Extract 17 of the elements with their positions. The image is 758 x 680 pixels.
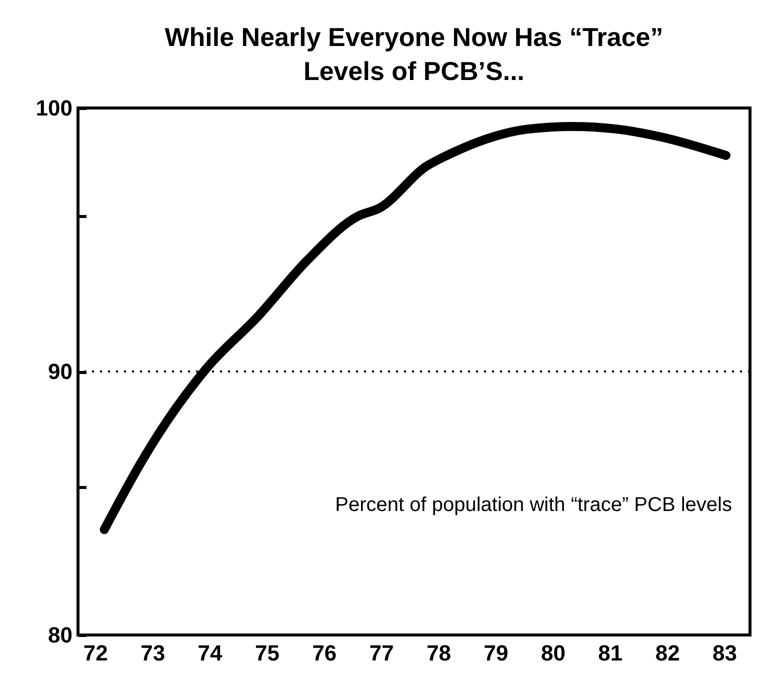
x-tick-label: 80 — [540, 640, 566, 666]
y-tick-label: 100 — [36, 96, 72, 120]
x-tick-label: 75 — [254, 640, 280, 666]
annotation: Percent of population with “trace” PCB levels — [335, 494, 732, 516]
x-tick-label: 79 — [484, 640, 508, 666]
y-tick-label: 90 — [48, 359, 72, 384]
x-tick-label: 72 — [83, 640, 108, 666]
x-tick-label: 74 — [198, 640, 224, 666]
x-tick-label: 78 — [426, 640, 452, 666]
x-tick-label: 81 — [598, 640, 623, 666]
x-tick-label: 83 — [712, 640, 738, 666]
x-tick-label: 82 — [655, 640, 680, 666]
chart-title: While Nearly Everyone Now Has “Trace” Levels of PCB’S... — [164, 22, 664, 86]
x-tick-label: 73 — [140, 640, 166, 666]
y-tick-label: 80 — [48, 622, 72, 648]
x-tick-label: 77 — [369, 640, 394, 666]
x-tick-label: 76 — [312, 640, 337, 666]
